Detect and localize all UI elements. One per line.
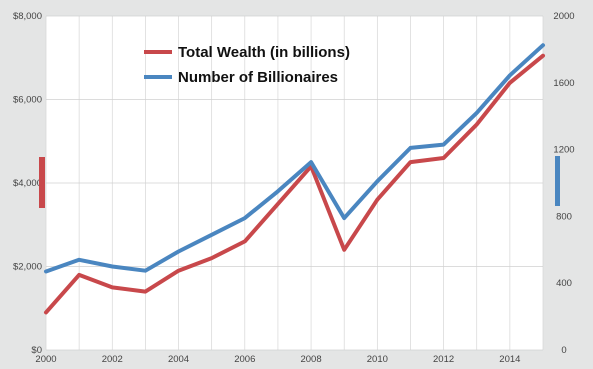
right-tick-label: 400 xyxy=(556,278,572,289)
right-tick-label: 800 xyxy=(556,211,572,222)
x-tick-label: 2000 xyxy=(35,354,56,365)
x-tick-label: 2008 xyxy=(300,354,321,365)
right-axis-ticks: 0 400 800 1200 1600 2000 xyxy=(553,11,574,356)
right-tick-label: 0 xyxy=(561,345,566,356)
x-axis-ticks: 2000 2002 2004 2006 2008 2010 2012 2014 xyxy=(35,354,520,365)
left-tick-label: $2,000 xyxy=(13,262,42,273)
left-tick-label: $0 xyxy=(31,345,42,356)
x-tick-label: 2014 xyxy=(499,354,520,365)
left-tick-label: $4,000 xyxy=(13,178,42,189)
series-line-total-wealth xyxy=(44,53,545,315)
left-tick-label: $8,000 xyxy=(13,11,42,22)
series-lines xyxy=(44,43,545,315)
left-axis-marker xyxy=(39,157,45,208)
right-tick-label: 1600 xyxy=(553,78,574,89)
x-tick-label: 2002 xyxy=(102,354,123,365)
right-axis-marker xyxy=(555,156,560,206)
left-axis-ticks: $0 $2,000 $4,000 $6,000 $8,000 xyxy=(13,11,42,356)
series-line-billionaires xyxy=(44,43,545,274)
legend-label-billionaires: Number of Billionaires xyxy=(178,69,338,86)
left-tick-label: $6,000 xyxy=(13,95,42,106)
legend-label-total-wealth: Total Wealth (in billions) xyxy=(178,44,350,61)
right-tick-label: 2000 xyxy=(553,11,574,22)
legend: Total Wealth (in billions) Number of Bil… xyxy=(144,44,350,86)
x-tick-label: 2010 xyxy=(367,354,388,365)
x-tick-label: 2004 xyxy=(168,354,189,365)
x-tick-label: 2012 xyxy=(433,354,454,365)
x-tick-label: 2006 xyxy=(234,354,255,365)
right-tick-label: 1200 xyxy=(553,145,574,156)
